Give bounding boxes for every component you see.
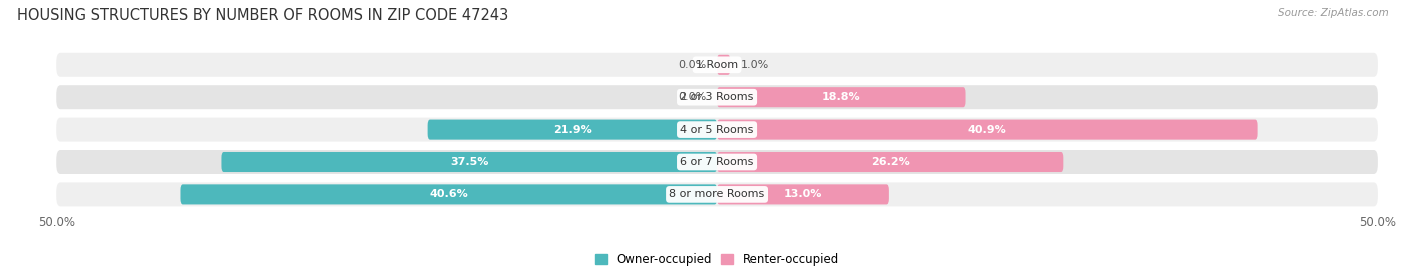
- FancyBboxPatch shape: [222, 152, 717, 172]
- Text: 1.0%: 1.0%: [741, 60, 769, 70]
- FancyBboxPatch shape: [56, 53, 1378, 77]
- Text: 2 or 3 Rooms: 2 or 3 Rooms: [681, 92, 754, 102]
- FancyBboxPatch shape: [717, 120, 1257, 140]
- Text: HOUSING STRUCTURES BY NUMBER OF ROOMS IN ZIP CODE 47243: HOUSING STRUCTURES BY NUMBER OF ROOMS IN…: [17, 8, 508, 23]
- FancyBboxPatch shape: [56, 118, 1378, 141]
- Legend: Owner-occupied, Renter-occupied: Owner-occupied, Renter-occupied: [595, 253, 839, 266]
- Text: 8 or more Rooms: 8 or more Rooms: [669, 189, 765, 200]
- Text: 21.9%: 21.9%: [553, 124, 592, 135]
- Text: 0.0%: 0.0%: [678, 92, 706, 102]
- FancyBboxPatch shape: [56, 85, 1378, 109]
- Text: 13.0%: 13.0%: [783, 189, 823, 200]
- Text: 1 Room: 1 Room: [696, 60, 738, 70]
- FancyBboxPatch shape: [717, 87, 966, 107]
- Text: 26.2%: 26.2%: [870, 157, 910, 167]
- FancyBboxPatch shape: [56, 183, 1378, 206]
- FancyBboxPatch shape: [717, 152, 1063, 172]
- FancyBboxPatch shape: [717, 55, 730, 75]
- Text: 0.0%: 0.0%: [678, 60, 706, 70]
- Text: 6 or 7 Rooms: 6 or 7 Rooms: [681, 157, 754, 167]
- Text: Source: ZipAtlas.com: Source: ZipAtlas.com: [1278, 8, 1389, 18]
- FancyBboxPatch shape: [180, 184, 717, 204]
- FancyBboxPatch shape: [56, 150, 1378, 174]
- Text: 40.9%: 40.9%: [967, 124, 1007, 135]
- Text: 40.6%: 40.6%: [429, 189, 468, 200]
- Text: 18.8%: 18.8%: [823, 92, 860, 102]
- FancyBboxPatch shape: [427, 120, 717, 140]
- Text: 4 or 5 Rooms: 4 or 5 Rooms: [681, 124, 754, 135]
- Text: 37.5%: 37.5%: [450, 157, 488, 167]
- FancyBboxPatch shape: [717, 184, 889, 204]
